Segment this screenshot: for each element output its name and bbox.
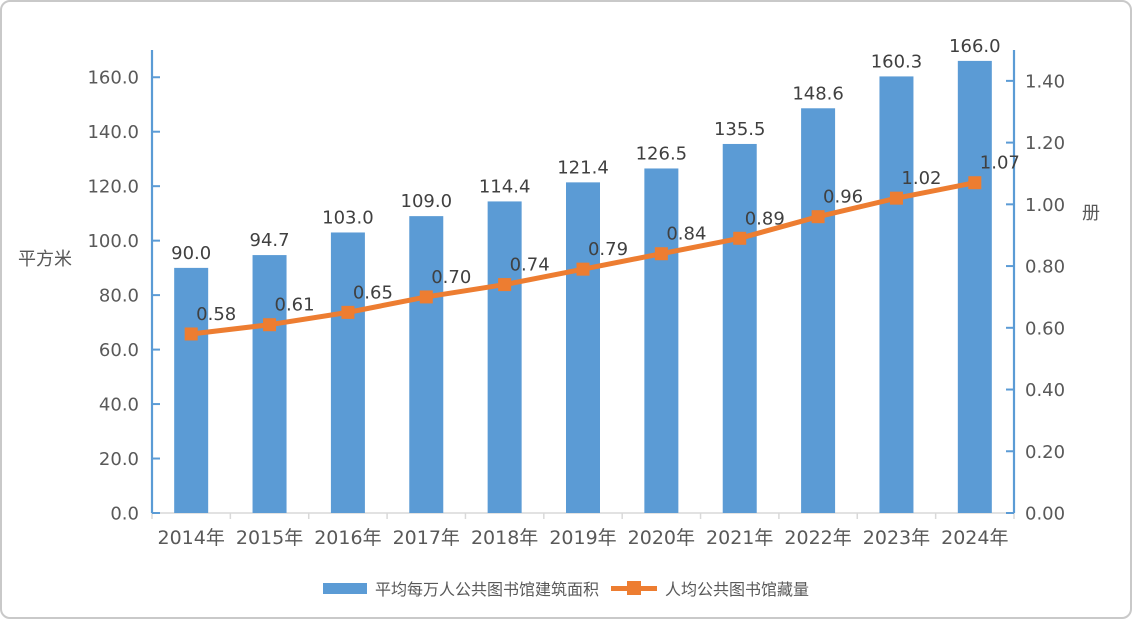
bar-value-label: 94.7 <box>250 230 290 251</box>
x-axis-label: 2018年 <box>471 527 538 549</box>
line-marker <box>733 231 747 245</box>
left-axis-tick-label: 0.0 <box>110 504 139 525</box>
bar <box>879 76 914 513</box>
bar-value-label: 121.4 <box>557 157 609 178</box>
right-axis-tick-label: 1.40 <box>1025 71 1065 92</box>
x-axis-label: 2024年 <box>941 527 1008 549</box>
x-axis-label: 2016年 <box>314 527 381 549</box>
line-marker <box>498 278 512 292</box>
line-value-label: 0.74 <box>510 255 550 276</box>
x-axis-label: 2023年 <box>863 527 930 549</box>
bar-value-label: 103.0 <box>322 207 374 228</box>
line-marker <box>341 305 355 319</box>
x-axis-label: 2022年 <box>784 527 851 549</box>
right-axis-tick-label: 0.00 <box>1025 504 1065 525</box>
line-series-legend-label: 人均公共图书馆藏量 <box>665 580 810 599</box>
line-marker <box>576 262 590 276</box>
bar-value-label: 166.0 <box>949 36 1001 57</box>
line-marker <box>263 318 277 332</box>
right-axis-tick-label: 0.80 <box>1025 257 1065 278</box>
left-axis-tick-label: 40.0 <box>99 395 139 416</box>
left-axis-tick-label: 60.0 <box>99 340 139 361</box>
left-axis-tick-label: 140.0 <box>87 122 139 143</box>
legend-item-bar-series: 平均每万人公共图书馆建筑面积 <box>322 576 599 600</box>
line-marker <box>968 176 982 190</box>
left-axis-tick-label: 20.0 <box>99 449 139 470</box>
bar-series-swatch-icon <box>322 582 367 594</box>
line-marker <box>654 247 668 261</box>
x-axis-label: 2019年 <box>549 527 616 549</box>
bar-value-label: 126.5 <box>636 143 688 164</box>
right-axis-tick-label: 0.40 <box>1025 380 1065 401</box>
x-axis-label: 2021年 <box>706 527 773 549</box>
bar <box>644 168 679 514</box>
left-axis-tick-label: 100.0 <box>87 231 139 252</box>
bar-value-label: 160.3 <box>871 51 923 72</box>
line-value-label: 1.07 <box>980 153 1020 174</box>
bar-value-label: 148.6 <box>792 83 844 104</box>
line-marker <box>419 290 433 304</box>
line-swatch-marker <box>627 581 641 595</box>
line-value-label: 0.79 <box>588 239 628 260</box>
right-axis-title: 册 <box>1082 203 1100 224</box>
bar-value-label: 135.5 <box>714 119 766 140</box>
bar <box>566 182 600 513</box>
line-value-label: 0.58 <box>196 304 236 325</box>
bar <box>409 216 444 513</box>
line-value-label: 0.61 <box>275 295 315 316</box>
bar <box>487 201 522 514</box>
right-axis-tick-label: 0.20 <box>1025 442 1065 463</box>
line-value-label: 0.84 <box>666 224 706 245</box>
line-marker <box>811 210 825 224</box>
bar-series-legend-label: 平均每万人公共图书馆建筑面积 <box>374 580 599 599</box>
bar <box>957 60 992 514</box>
left-axis-tick-label: 80.0 <box>99 286 139 307</box>
x-axis-label: 2015年 <box>236 527 303 549</box>
left-axis-tick-label: 160.0 <box>87 68 139 89</box>
line-value-label: 1.02 <box>901 168 941 189</box>
x-axis-label: 2020年 <box>628 527 695 549</box>
right-axis-tick-label: 0.60 <box>1025 318 1065 339</box>
bar <box>252 255 287 513</box>
left-axis-tick-label: 120.0 <box>87 177 139 198</box>
bar <box>174 267 209 513</box>
bar <box>722 143 757 513</box>
line-value-label: 0.89 <box>745 208 785 229</box>
line-value-label: 0.70 <box>431 267 471 288</box>
line-series-swatch-icon <box>611 581 657 595</box>
line-value-label: 0.65 <box>353 282 393 303</box>
x-axis-label: 2014年 <box>158 527 225 549</box>
line-marker <box>184 327 198 341</box>
line-marker <box>889 191 903 205</box>
left-axis-title: 平方米 <box>18 249 72 270</box>
right-axis-tick-label: 1.00 <box>1025 195 1065 216</box>
line-value-label: 0.96 <box>823 187 863 208</box>
bar <box>801 108 836 513</box>
legend: 平均每万人公共图书馆建筑面积 人均公共图书馆藏量 <box>2 576 1130 600</box>
bar-value-label: 90.0 <box>171 243 211 264</box>
bar <box>330 232 365 513</box>
bar-value-label: 109.0 <box>401 191 453 212</box>
right-axis-tick-label: 1.20 <box>1025 133 1065 154</box>
x-axis-label: 2017年 <box>393 527 460 549</box>
legend-item-line-series: 人均公共图书馆藏量 <box>611 576 809 600</box>
bar-value-label: 114.4 <box>479 176 531 197</box>
